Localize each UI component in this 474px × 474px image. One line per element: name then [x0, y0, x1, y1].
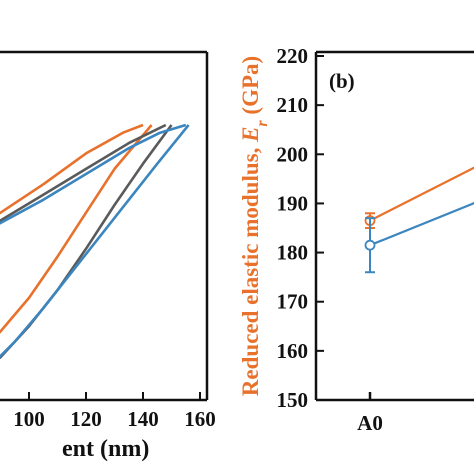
- panel-b-y-tick-label: 220: [277, 44, 309, 68]
- panel-a-orange-loading-curve: [0, 123, 144, 215]
- panel-b-y-tick-label: 190: [277, 191, 309, 215]
- panel-b-blue-line: [369, 202, 474, 247]
- panel-a-blue-unloading-curve: [0, 124, 190, 359]
- panel-a-x-tick-label: 100: [13, 407, 45, 431]
- panel-a-xlabel: ent (nm): [62, 436, 149, 462]
- panel-a-x-tick-label: 140: [127, 407, 159, 431]
- panel-b-category-a0: A0: [357, 411, 383, 435]
- panel-a-load-displacement: 100 120 140 160 ent (nm): [0, 50, 216, 462]
- panel-a-x-tick-label: 120: [70, 407, 102, 431]
- panel-a-blue-loading-curve: [0, 123, 187, 225]
- panel-b-y-tick-label: 160: [277, 339, 309, 363]
- panel-b-orange-line: [369, 166, 474, 222]
- panel-a-x-ticks: 100 120 140 160: [13, 392, 216, 431]
- panel-a-x-tick-label: 160: [184, 407, 216, 431]
- panel-b-label: (b): [329, 69, 355, 93]
- panel-b-y-tick-label: 180: [277, 241, 309, 265]
- panel-b-modulus: 150 160 170 180 190 200 210 220 A0 (b) Reduced …: [238, 44, 474, 435]
- panel-b-y-ticks: 150 160 170 180 190 200 210 220: [277, 44, 324, 412]
- panel-b-ylabel-text: Reduced elastic modulus,: [238, 142, 263, 396]
- panel-b-y-tick-label: 170: [277, 290, 309, 314]
- panel-b-curves: [364, 166, 474, 274]
- panel-b-y-tick-label: 150: [277, 388, 309, 412]
- panel-a-curves: [0, 123, 190, 360]
- panel-a-gray-loading-curve: [0, 123, 167, 223]
- panel-b-ylabel: Reduced elastic modulus, Er (GPa): [238, 56, 271, 396]
- panel-b-ylabel-symbol: E: [238, 127, 263, 143]
- panel-b-ylabel-sub: r: [254, 120, 271, 127]
- panel-b-blue-point: [364, 239, 376, 251]
- panel-b-ylabel-unit: (GPa): [238, 56, 263, 121]
- panel-b-y-tick-label: 200: [277, 142, 309, 166]
- panel-b-y-tick-label: 210: [277, 93, 309, 117]
- panel-a-orange-unloading-curve: [0, 124, 153, 334]
